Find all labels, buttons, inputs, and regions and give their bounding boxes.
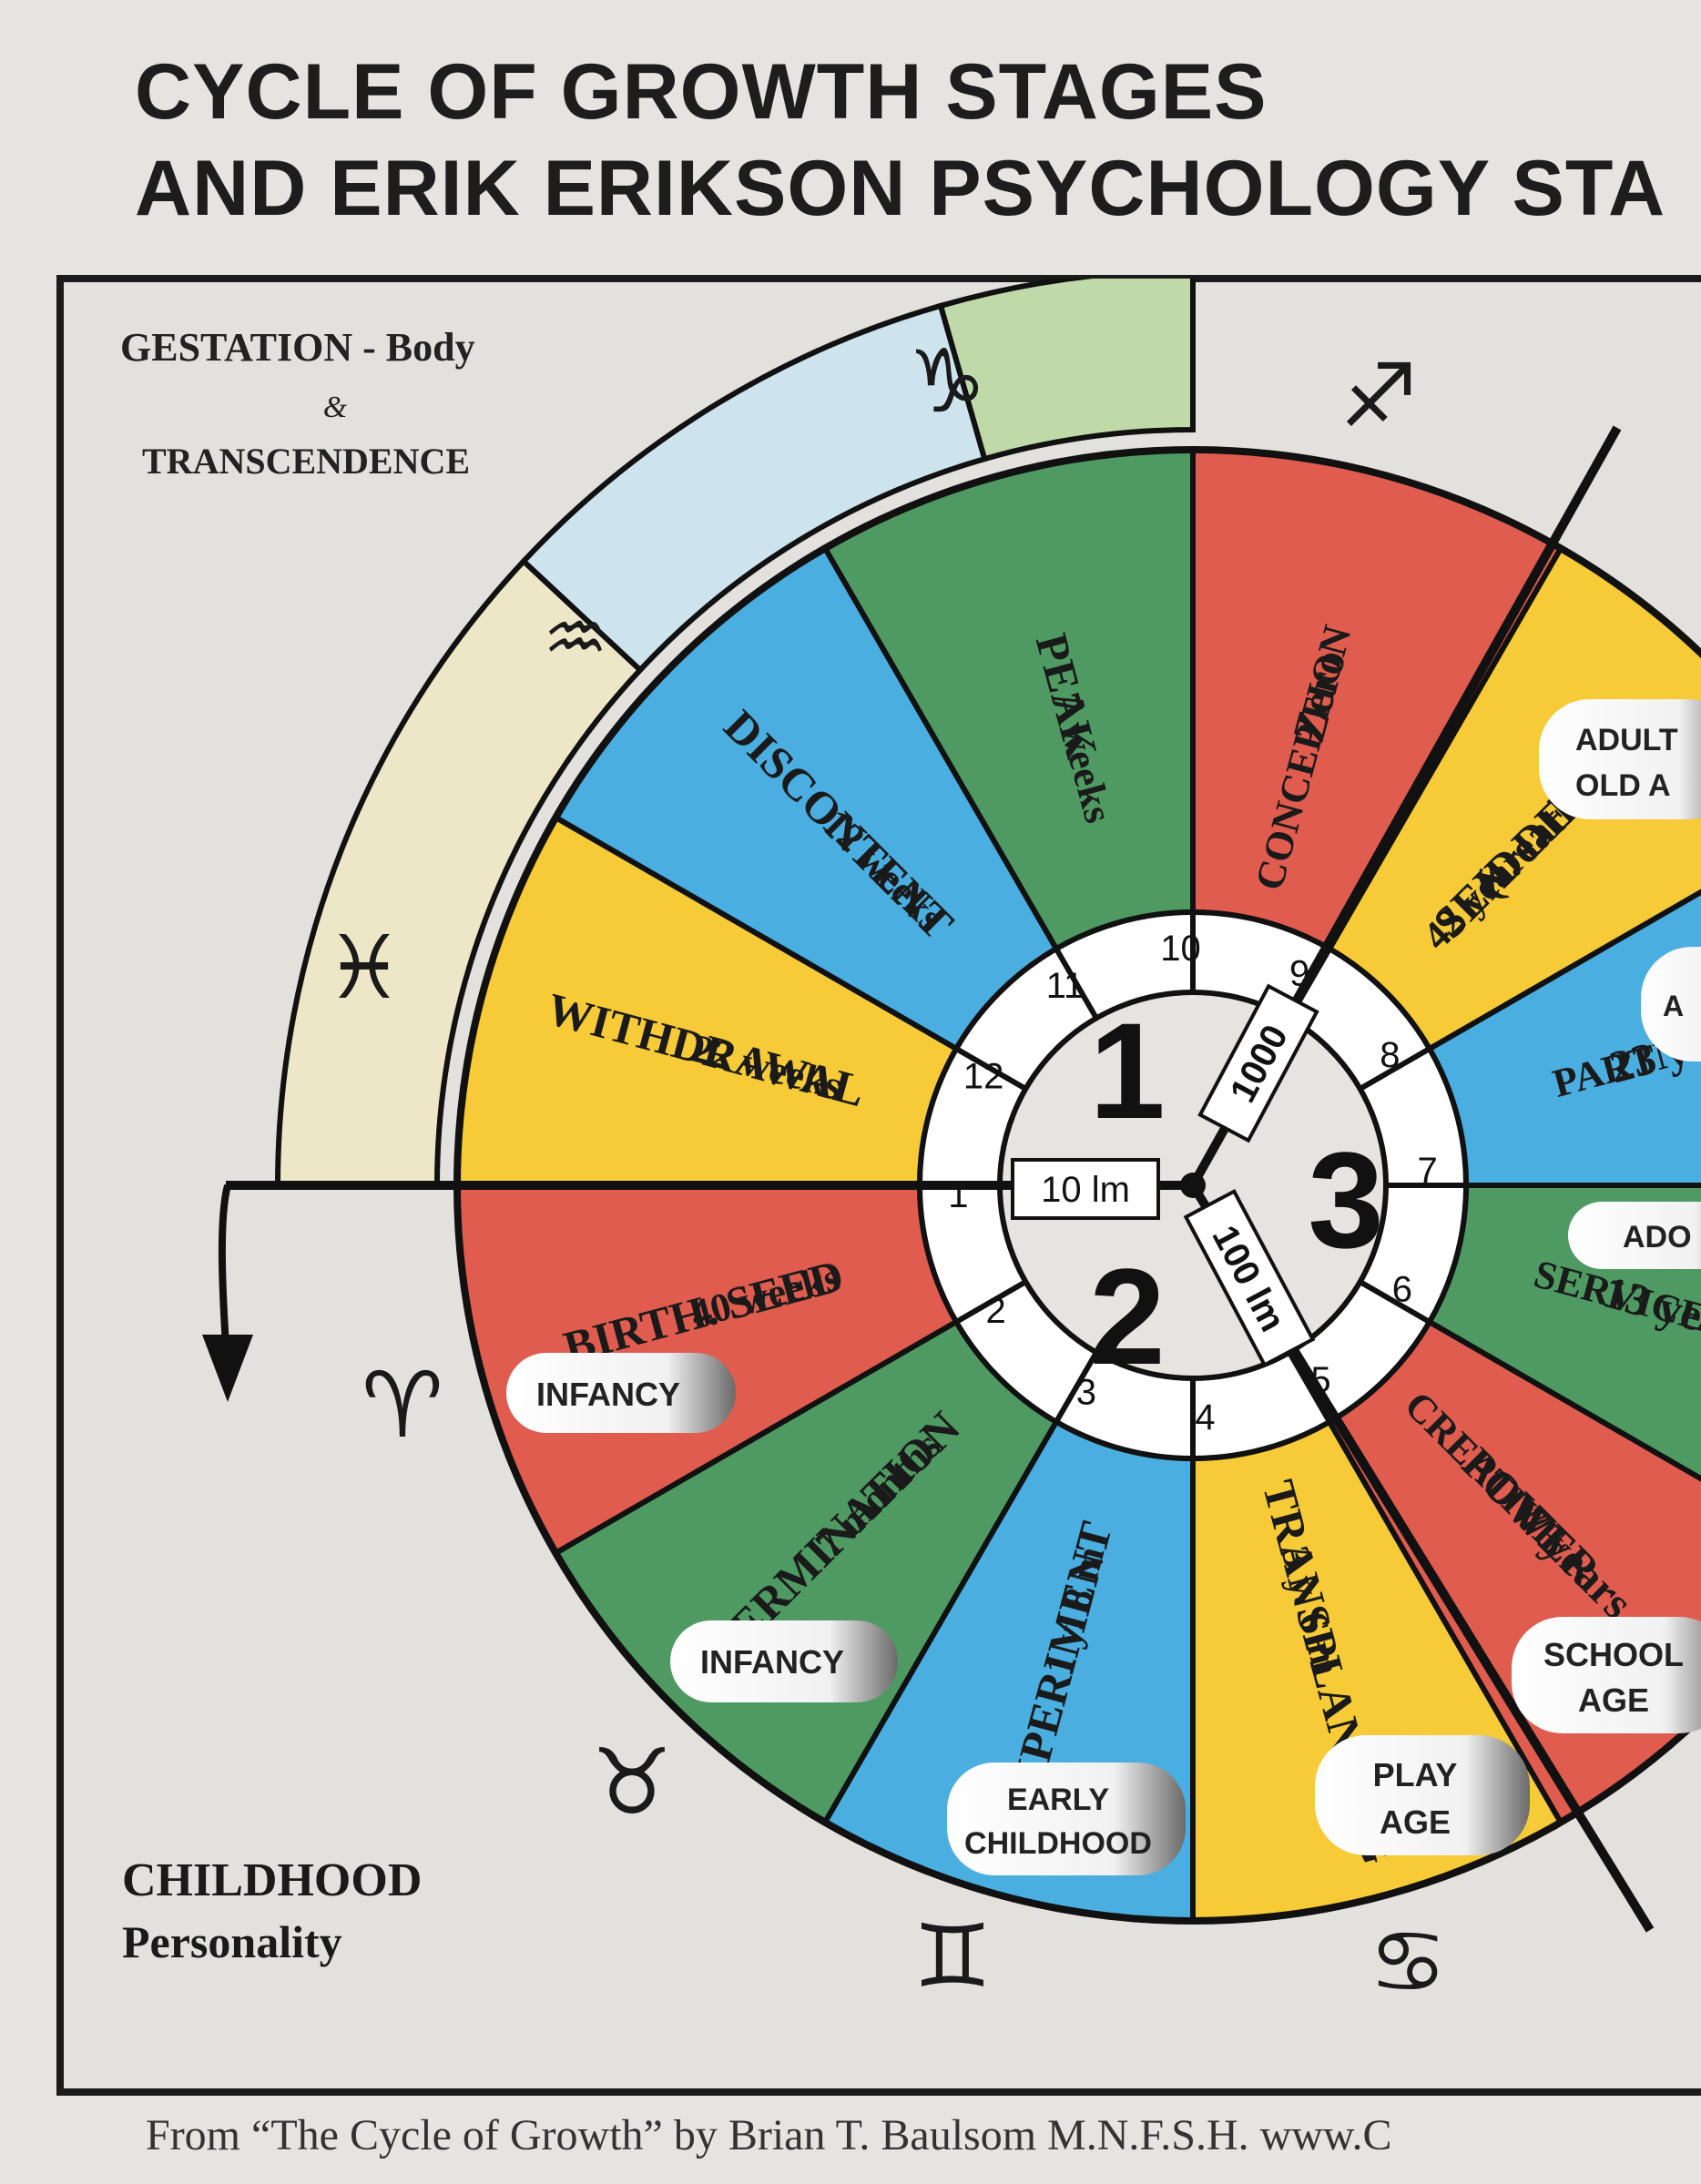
- badge-adolescence-text: ADO: [1623, 1220, 1692, 1255]
- outer-band: [274, 279, 1196, 1188]
- outer-band-segment: [937, 279, 1196, 462]
- center-box-10lm-text: 10 lm: [1041, 1170, 1130, 1210]
- ring-number-10: 10: [1160, 929, 1201, 969]
- capricorn-icon: ♑: [908, 330, 986, 432]
- ring-number-8: 8: [1380, 1035, 1400, 1075]
- outer-band-segment: [274, 557, 645, 1188]
- badge-adolescence: ADO: [1568, 1202, 1701, 1269]
- badge-early-childhood-line-1: EARLY: [1007, 1783, 1109, 1817]
- badge-infancy-1-text: INFANCY: [536, 1376, 680, 1413]
- ring-divider: [1287, 1351, 1332, 1424]
- badge-play-age-line-1: PLAY: [1373, 1756, 1458, 1793]
- badge-infancy-2-text: INFANCY: [700, 1643, 844, 1681]
- badge-partial-a-text: A: [1663, 990, 1684, 1022]
- gestation-ampersand: &: [323, 391, 348, 424]
- center-hub: [1180, 1173, 1206, 1198]
- stage-badges: INFANCY INFANCY EARLY CHILDHOOD PLAY AGE…: [506, 699, 1701, 1875]
- badge-adult-line-1: ADULT: [1575, 723, 1678, 757]
- badge-play-age: PLAY AGE: [1315, 1735, 1530, 1855]
- aquarius-icon: ♒: [543, 595, 608, 680]
- badge-partial-a: A: [1641, 947, 1701, 1062]
- badge-early-childhood: EARLY CHILDHOOD: [947, 1762, 1186, 1875]
- ring-divider: [1359, 1279, 1431, 1325]
- footer-citation: From “The Cycle of Growth” by Brian T. B…: [146, 2111, 1392, 2159]
- quadrant-3-label: 3: [1308, 1123, 1383, 1276]
- transcendence-label: TRANSCENDENCE: [142, 441, 470, 482]
- personality-label: Personality: [122, 1916, 342, 1967]
- gemini-icon: ♊: [913, 1905, 992, 2007]
- ring-number-6: 6: [1392, 1270, 1412, 1310]
- page-title-line-2: AND ERIK ERIKSON PSYCHOLOGY STA: [135, 145, 1666, 232]
- badge-school-age-line-2: AGE: [1578, 1681, 1649, 1719]
- gestation-label: GESTATION - Body: [120, 325, 475, 370]
- pisces-icon: ♓: [325, 917, 403, 1019]
- taurus-icon: ♉: [591, 1729, 673, 1835]
- center-box-10lm: 10 lm: [1011, 1158, 1160, 1220]
- ring-number-11: 11: [1046, 966, 1085, 1006]
- badge-infancy-1: INFANCY: [506, 1353, 736, 1433]
- ring-divider: [954, 1046, 1027, 1092]
- ring-divider: [1359, 1046, 1431, 1092]
- sagittarius-icon: ♐: [1339, 345, 1418, 447]
- badge-school-age: SCHOOL AGE: [1512, 1617, 1701, 1733]
- quadrant-1-label: 1: [1089, 994, 1165, 1147]
- aries-icon: ♈: [362, 1352, 443, 1458]
- quadrant-2-label: 2: [1089, 1240, 1165, 1393]
- badge-early-childhood-line-2: CHILDHOOD: [964, 1826, 1152, 1861]
- ring-divider: [954, 1279, 1027, 1325]
- badge-school-age-line-1: SCHOOL: [1543, 1636, 1684, 1673]
- ring-number-2: 2: [985, 1291, 1005, 1331]
- ring-number-7: 7: [1418, 1151, 1438, 1191]
- badge-play-age-line-2: AGE: [1380, 1803, 1451, 1841]
- outer-band-segment: [519, 302, 988, 675]
- badge-adult-line-2: OLD A: [1575, 768, 1671, 803]
- badge-infancy-2: INFANCY: [670, 1620, 898, 1702]
- ring-divider: [1054, 947, 1099, 1020]
- ring-number-4: 4: [1195, 1397, 1215, 1437]
- childhood-label: CHILDHOOD: [122, 1854, 422, 1906]
- ring-number-12: 12: [963, 1056, 1004, 1096]
- ring-number-3: 3: [1076, 1372, 1096, 1412]
- page-title-line-1: CYCLE OF GROWTH STAGES: [135, 48, 1268, 136]
- arrow-head-icon: [202, 1335, 253, 1402]
- cancer-icon: ♋: [1369, 1911, 1447, 2013]
- badge-adult: ADULT OLD A: [1539, 699, 1701, 819]
- ring-divider: [1054, 1351, 1099, 1424]
